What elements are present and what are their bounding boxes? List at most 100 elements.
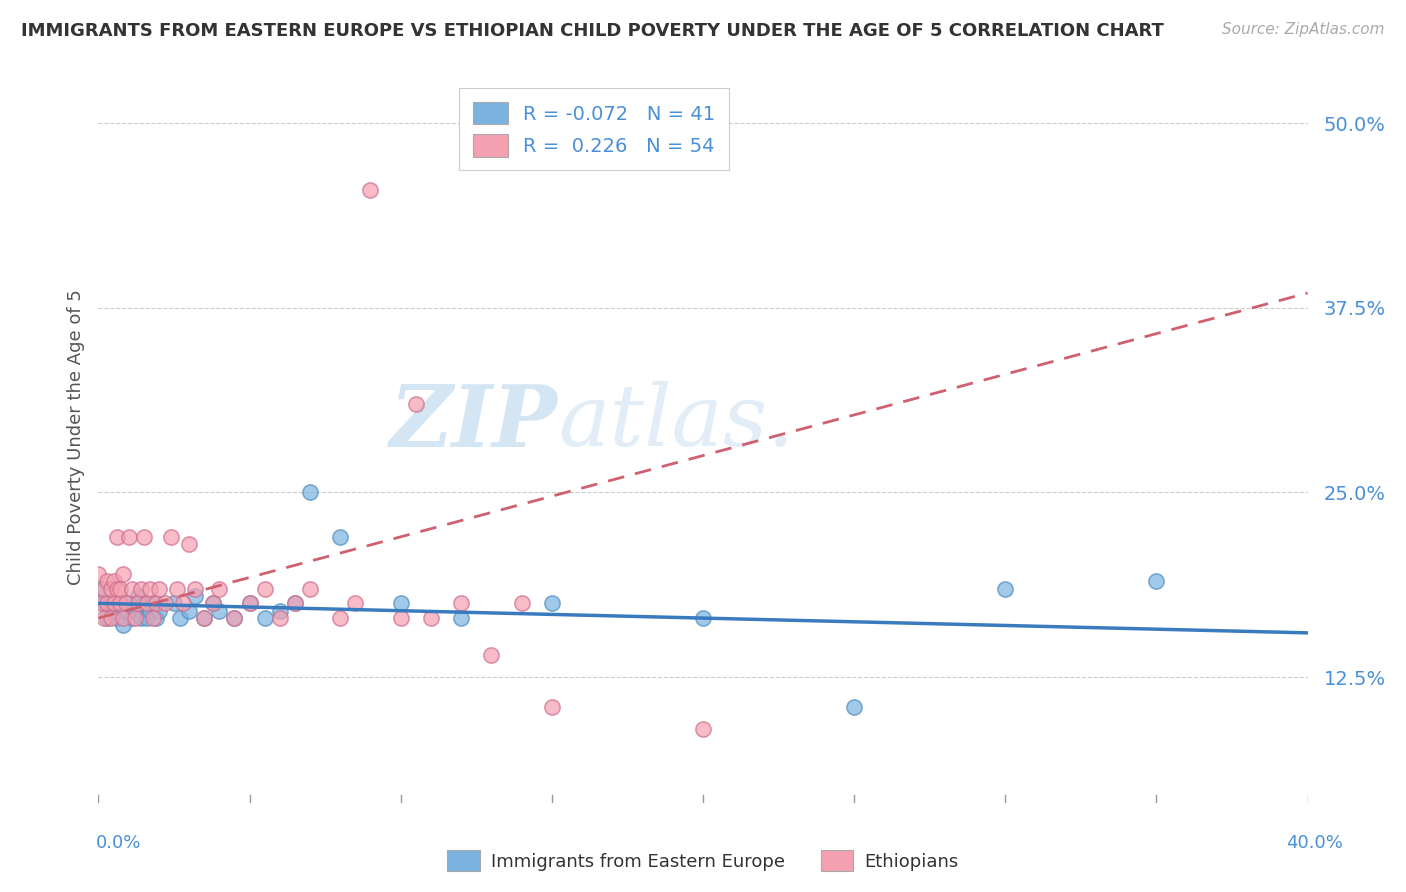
Point — [111, 618, 134, 632]
Point — [160, 530, 183, 544]
Point — [172, 596, 194, 610]
Point — [692, 611, 714, 625]
Point — [103, 604, 125, 618]
Point — [142, 611, 165, 625]
Point — [153, 596, 176, 610]
Point — [420, 611, 443, 625]
Point — [100, 596, 122, 610]
Point — [87, 566, 110, 581]
Point — [108, 596, 131, 610]
Point — [224, 611, 246, 625]
Point — [145, 596, 167, 610]
Point — [132, 530, 155, 544]
Point — [284, 596, 307, 610]
Point — [135, 611, 157, 625]
Point — [540, 699, 562, 714]
Point — [96, 574, 118, 589]
Point — [253, 611, 276, 625]
Point — [145, 611, 167, 625]
Point — [100, 611, 122, 625]
Point — [844, 699, 866, 714]
Point — [405, 397, 427, 411]
Point — [208, 582, 231, 596]
Point — [105, 582, 128, 596]
Point — [540, 596, 562, 610]
Point — [121, 611, 143, 625]
Point — [202, 596, 225, 610]
Point — [111, 611, 134, 625]
Point — [108, 596, 131, 610]
Point — [103, 574, 125, 589]
Point — [450, 596, 472, 610]
Point — [239, 596, 262, 610]
Point — [129, 582, 152, 596]
Point — [193, 611, 215, 625]
Point — [93, 582, 115, 596]
Point — [127, 589, 149, 603]
Point — [269, 611, 291, 625]
Point — [108, 582, 131, 596]
Point — [389, 611, 412, 625]
Point — [118, 530, 141, 544]
Legend: Immigrants from Eastern Europe, Ethiopians: Immigrants from Eastern Europe, Ethiopia… — [440, 843, 966, 879]
Text: 0.0%: 0.0% — [96, 834, 141, 852]
Y-axis label: Child Poverty Under the Age of 5: Child Poverty Under the Age of 5 — [66, 289, 84, 585]
Point — [284, 596, 307, 610]
Point — [121, 582, 143, 596]
Point — [96, 596, 118, 610]
Point — [114, 596, 136, 610]
Point — [105, 530, 128, 544]
Point — [114, 604, 136, 618]
Point — [142, 596, 165, 610]
Point — [93, 596, 115, 610]
Point — [90, 596, 112, 610]
Point — [184, 589, 207, 603]
Point — [193, 611, 215, 625]
Point — [135, 596, 157, 610]
Point — [179, 537, 201, 551]
Point — [299, 485, 322, 500]
Point — [163, 596, 186, 610]
Point — [1144, 574, 1167, 589]
Point — [692, 722, 714, 736]
Legend: R = -0.072   N = 41, R =  0.226   N = 54: R = -0.072 N = 41, R = 0.226 N = 54 — [460, 88, 730, 170]
Point — [132, 596, 155, 610]
Point — [124, 611, 146, 625]
Point — [169, 611, 191, 625]
Point — [329, 530, 352, 544]
Point — [129, 611, 152, 625]
Point — [100, 582, 122, 596]
Text: atlas.: atlas. — [558, 381, 794, 464]
Point — [148, 604, 170, 618]
Point — [139, 604, 162, 618]
Point — [450, 611, 472, 625]
Point — [127, 596, 149, 610]
Point — [111, 566, 134, 581]
Point — [96, 611, 118, 625]
Point — [994, 582, 1017, 596]
Point — [510, 596, 533, 610]
Point — [299, 582, 322, 596]
Point — [239, 596, 262, 610]
Text: Source: ZipAtlas.com: Source: ZipAtlas.com — [1222, 22, 1385, 37]
Point — [105, 611, 128, 625]
Point — [224, 611, 246, 625]
Text: 40.0%: 40.0% — [1286, 834, 1343, 852]
Point — [329, 611, 352, 625]
Point — [103, 596, 125, 610]
Point — [93, 611, 115, 625]
Point — [166, 582, 188, 596]
Point — [118, 596, 141, 610]
Text: ZIP: ZIP — [389, 381, 558, 464]
Point — [87, 582, 110, 596]
Point — [269, 604, 291, 618]
Point — [253, 582, 276, 596]
Point — [344, 596, 367, 610]
Point — [208, 604, 231, 618]
Point — [481, 648, 503, 662]
Point — [184, 582, 207, 596]
Point — [124, 604, 146, 618]
Point — [148, 582, 170, 596]
Point — [202, 596, 225, 610]
Text: IMMIGRANTS FROM EASTERN EUROPE VS ETHIOPIAN CHILD POVERTY UNDER THE AGE OF 5 COR: IMMIGRANTS FROM EASTERN EUROPE VS ETHIOP… — [21, 22, 1164, 40]
